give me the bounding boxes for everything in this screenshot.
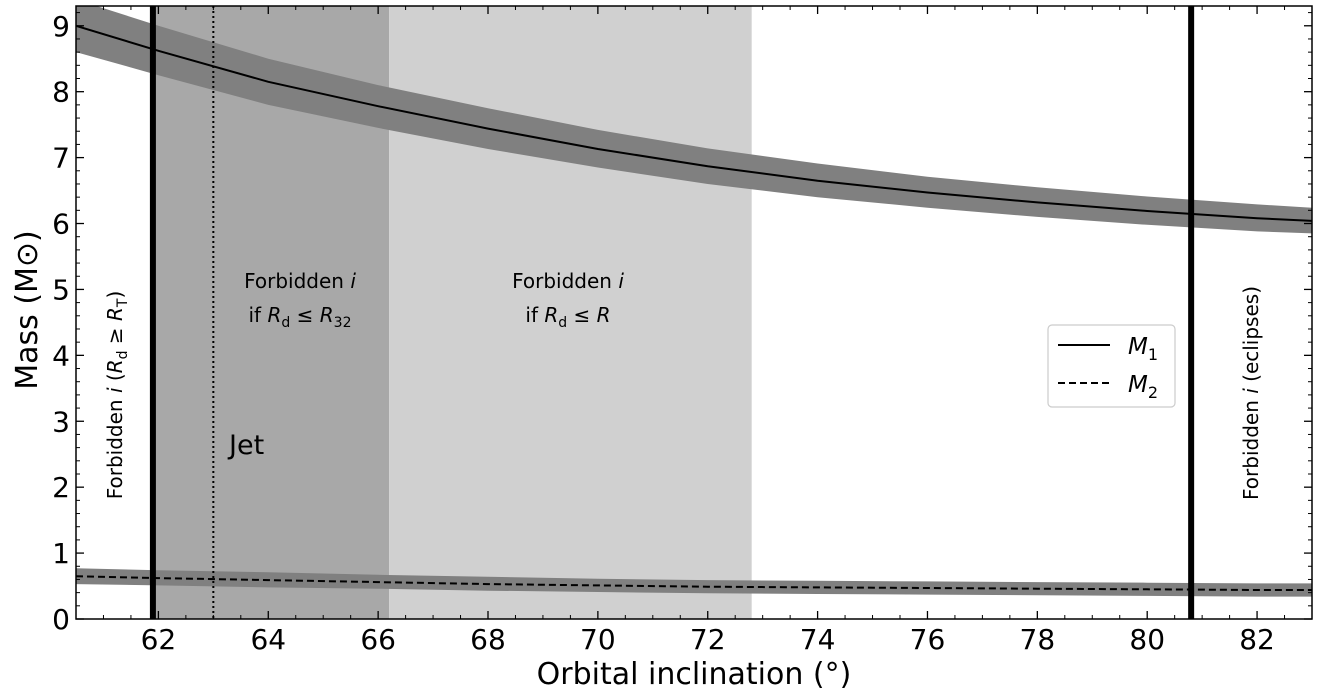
- y-tick-label-5: 5: [52, 273, 70, 306]
- y-tick-label-6: 6: [52, 208, 70, 241]
- left-forbidden-annotation: Forbidden i (Rd ≥ RT): [103, 291, 131, 500]
- r32-annotation-line1: Forbidden i: [244, 269, 356, 293]
- x-tick-label-78: 78: [1020, 623, 1056, 656]
- y-tick-label-9: 9: [52, 10, 70, 43]
- x-tick-label-64: 64: [250, 623, 286, 656]
- x-tick-label-70: 70: [580, 623, 616, 656]
- y-tick-label-3: 3: [52, 405, 70, 438]
- curve-m1: [76, 24, 1312, 222]
- x-tick-label-82: 82: [1239, 623, 1275, 656]
- jet-annotation: Jet: [227, 430, 264, 461]
- y-tick-label-7: 7: [52, 142, 70, 175]
- y-axis-title: Mass (M⊙): [10, 230, 45, 390]
- r32-annotation-line2: if Rd ≤ R32: [249, 303, 352, 331]
- vertical-lines: [149, 6, 1195, 619]
- x-tick-label-76: 76: [910, 623, 946, 656]
- curve-m2: [76, 575, 1312, 591]
- mass-curves: [76, 24, 1312, 591]
- plot-frame: [75, 5, 1313, 620]
- y-tick-label-4: 4: [52, 339, 70, 372]
- y-tick-label-2: 2: [52, 471, 70, 504]
- x-tick-label-74: 74: [800, 623, 836, 656]
- y-tick-label-0: 0: [52, 603, 70, 636]
- x-tick-label-80: 80: [1129, 623, 1165, 656]
- y-tick-label-1: 1: [52, 537, 70, 570]
- x-tick-label-72: 72: [690, 623, 726, 656]
- legend-label-m2: M2: [1128, 372, 1158, 402]
- legend: M1 M2: [1047, 324, 1176, 408]
- y-tick-label-8: 8: [52, 76, 70, 109]
- legend-label-m1: M1: [1128, 334, 1158, 364]
- x-tick-label-66: 66: [360, 623, 396, 656]
- x-axis-title: Orbital inclination (°): [537, 657, 852, 692]
- band-m2: [76, 568, 1312, 597]
- x-tick-label-68: 68: [470, 623, 506, 656]
- right-forbidden-annotation: Forbidden i (eclipses): [1239, 286, 1263, 500]
- rcirc-annotation-line1: Forbidden i: [512, 269, 624, 293]
- rcirc-annotation-line2: if Rd ≤ R32circ: [525, 303, 610, 331]
- x-tick-label-62: 62: [141, 623, 177, 656]
